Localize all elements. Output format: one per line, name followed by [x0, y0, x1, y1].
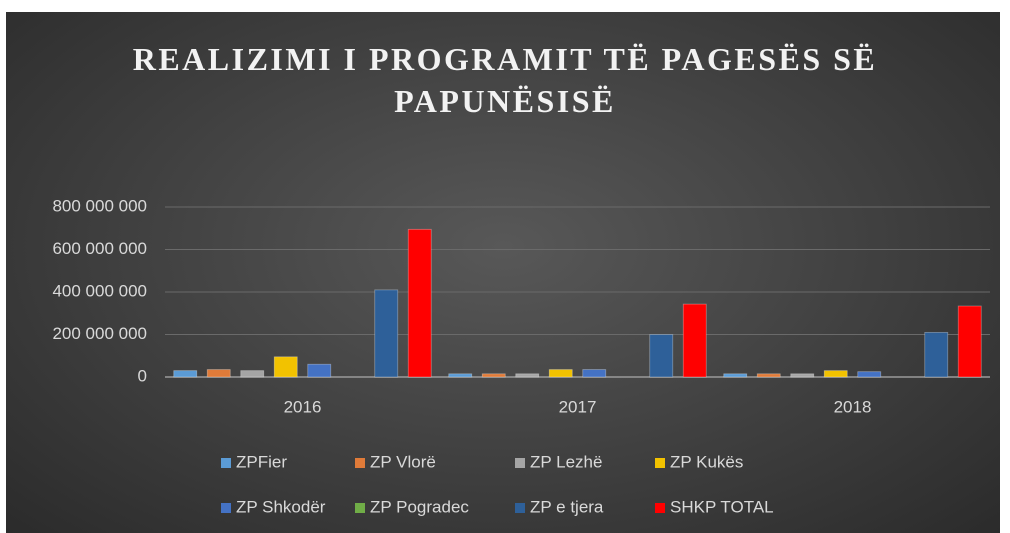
chart-background	[6, 12, 1000, 533]
bar	[273, 356, 298, 378]
legend-marker	[221, 503, 231, 513]
bar	[407, 228, 432, 378]
y-tick-label: 600 000 000	[52, 239, 147, 258]
x-tick-label: 2018	[834, 397, 872, 416]
bar	[206, 369, 231, 378]
bar	[515, 373, 540, 378]
bar	[548, 369, 573, 378]
bar	[790, 373, 815, 378]
bar	[924, 331, 949, 378]
legend-label: ZP Pogradec	[370, 497, 469, 516]
y-tick-label: 200 000 000	[52, 324, 147, 343]
bar	[857, 371, 882, 378]
legend-marker	[655, 458, 665, 468]
bar	[756, 373, 781, 378]
bar	[957, 305, 982, 378]
bar	[723, 373, 748, 378]
y-tick-label: 800 000 000	[52, 196, 147, 215]
legend-label: ZP Lezhë	[530, 452, 602, 471]
y-tick-label: 0	[138, 366, 147, 385]
bar	[582, 369, 607, 378]
bar	[649, 334, 674, 378]
legend-marker	[655, 503, 665, 513]
bar	[481, 373, 506, 378]
legend-label: SHKP TOTAL	[670, 497, 774, 516]
legend-label: ZP Vlorë	[370, 452, 436, 471]
bar	[307, 363, 332, 378]
legend-marker	[355, 503, 365, 513]
bar	[173, 370, 198, 378]
chart-title: REALIZIMI I PROGRAMIT TË PAGESËS SË PAPU…	[132, 41, 878, 119]
y-tick-label: 400 000 000	[52, 281, 147, 300]
legend-marker	[355, 458, 365, 468]
legend-marker	[221, 458, 231, 468]
legend-label: ZP e tjera	[530, 497, 604, 516]
x-tick-label: 2017	[559, 397, 597, 416]
legend-marker	[515, 458, 525, 468]
legend-label: ZP Kukës	[670, 452, 743, 471]
bar	[240, 370, 265, 378]
legend-label: ZP Shkodër	[236, 497, 326, 516]
bar	[682, 303, 707, 378]
x-tick-label: 2016	[284, 397, 322, 416]
bar	[374, 289, 399, 378]
bar	[823, 370, 848, 378]
bar	[448, 373, 473, 378]
legend-marker	[515, 503, 525, 513]
legend-label: ZPFier	[236, 452, 287, 471]
